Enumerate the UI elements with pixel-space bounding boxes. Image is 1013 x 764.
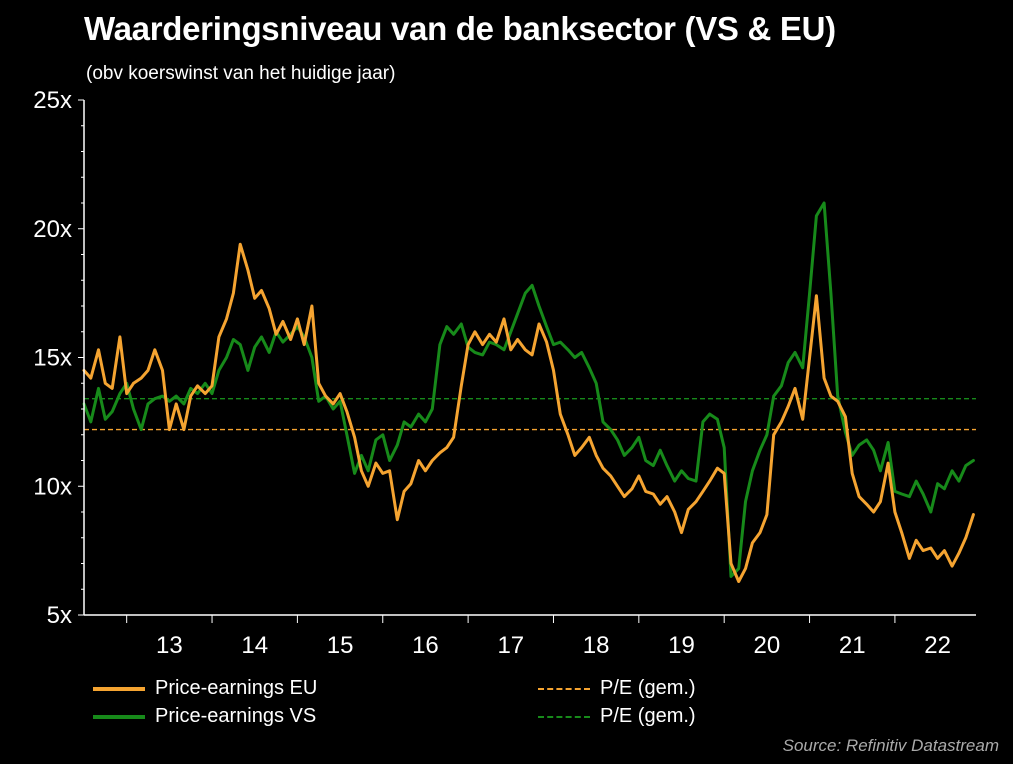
series-layer [82, 201, 976, 583]
series-line-vs [82, 201, 975, 578]
y-tick-label: 25x [33, 87, 72, 114]
x-tick-label: 16 [412, 632, 439, 659]
chart-title: Waarderingsniveau van de banksector (VS … [84, 10, 836, 47]
y-tick-label: 15x [33, 345, 72, 372]
legend-item-vs: Price-earnings VS [93, 705, 316, 728]
legend-swatch-vs-average [538, 715, 590, 718]
legend-item-vs-average: P/E (gem.) [538, 705, 696, 728]
y-tick-label: 5x [47, 602, 72, 629]
x-tick-label: 13 [156, 632, 183, 659]
x-tick-label: 18 [583, 632, 610, 659]
x-tick-label: 22 [924, 632, 951, 659]
axis-layer: 5x 10x 15x 20x 25x 13 14 15 16 17 18 19 20 21 22 [33, 87, 976, 659]
x-tick-label: 21 [839, 632, 866, 659]
source-note: Source: Refinitiv Datastream [782, 736, 999, 755]
x-tick-label: 20 [754, 632, 781, 659]
x-tick-label: 19 [668, 632, 695, 659]
x-tick-label: 14 [241, 632, 268, 659]
legend-label-vs: Price-earnings VS [155, 705, 317, 727]
y-tick-label: 10x [33, 473, 72, 500]
legend-label-vs-average: P/E (gem.) [600, 705, 696, 727]
x-tick-label: 15 [327, 632, 354, 659]
legend-label-eu: Price-earnings EU [155, 677, 318, 699]
chart-subtitle: (obv koerswinst van het huidige jaar) [86, 63, 396, 84]
x-tick-label: 17 [497, 632, 524, 659]
legend-item-eu-average: P/E (gem.) [538, 677, 696, 700]
series-line-eu [82, 242, 975, 583]
y-tick-label: 20x [33, 216, 72, 243]
legend-swatch-vs [93, 714, 145, 719]
legend-swatch-eu-average [538, 687, 590, 690]
legend-label-eu-average: P/E (gem.) [600, 677, 696, 699]
legend-item-eu: Price-earnings EU [93, 677, 317, 700]
legend-swatch-eu [93, 686, 145, 691]
